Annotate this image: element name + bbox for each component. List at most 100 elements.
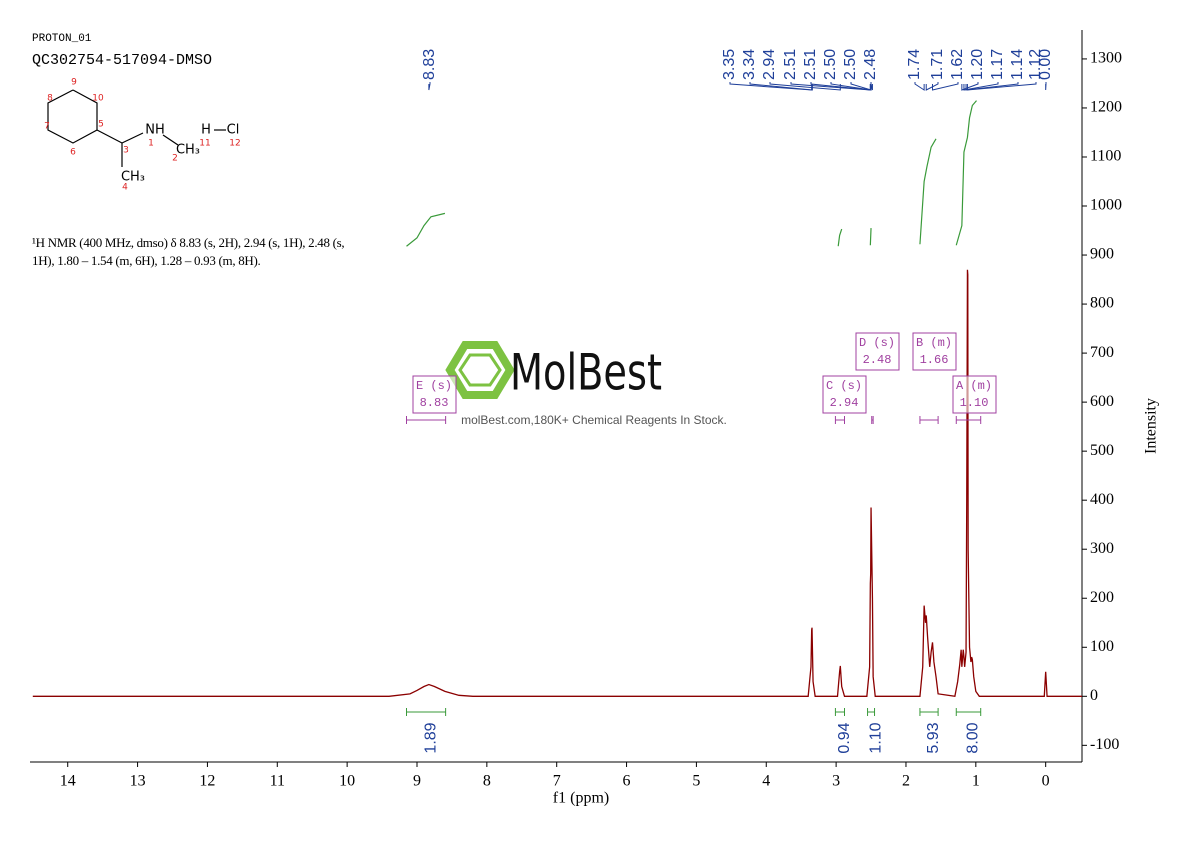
peak-connector: [870, 82, 873, 91]
multiplet-box: [952, 375, 997, 414]
peak-connector: [963, 82, 999, 91]
x-tick-label: 13: [130, 773, 146, 790]
y-tick-label: 100: [1090, 638, 1114, 655]
multiplet-box: [912, 332, 957, 371]
y-tick-label: 300: [1090, 540, 1114, 557]
y-tick-label: 1200: [1090, 99, 1122, 116]
y-tick-label: 400: [1090, 491, 1114, 508]
multiplet-shift: 2.94: [830, 396, 859, 410]
x-tick-label: 0: [1042, 773, 1050, 790]
multiplet-box: [412, 375, 457, 414]
x-tick-label: 12: [199, 773, 215, 790]
multiplet-label: A (m): [956, 379, 992, 393]
multiplet-shift: 8.83: [420, 396, 449, 410]
x-tick-label: 9: [413, 773, 421, 790]
x-tick-label: 5: [692, 773, 700, 790]
x-tick-label: 14: [60, 773, 76, 790]
peak-connector: [749, 82, 813, 91]
y-tick-label: 800: [1090, 295, 1114, 312]
y-tick-label: 500: [1090, 442, 1114, 459]
spectrum-title: PROTON_01: [32, 33, 92, 45]
peak-label: 0.00: [1037, 49, 1054, 80]
atom-label: 2: [172, 154, 178, 164]
peak-connector: [428, 82, 431, 91]
x-tick-label: 2: [902, 773, 910, 790]
peak-label: 1.17: [989, 49, 1006, 80]
x-tick-label: 7: [553, 773, 561, 790]
atom-label: 10: [92, 94, 104, 104]
multiplet-box: [855, 332, 900, 371]
peak-connector: [932, 82, 959, 91]
molecule-bonds: [47, 89, 226, 167]
peak-label: 3.34: [741, 49, 758, 80]
peak-label: 1.12: [1027, 49, 1044, 80]
y-tick-label: 600: [1090, 393, 1114, 410]
x-tick-label: 8: [483, 773, 491, 790]
atom-label: 6: [70, 148, 76, 158]
watermark-tagline: molBest.com,180K+ Chemical Reagents In S…: [461, 413, 727, 427]
atom-label: 3: [123, 146, 129, 156]
x-tick-label: 11: [270, 773, 285, 790]
atom-label: 4: [122, 183, 128, 193]
y-tick-label: 0: [1090, 687, 1098, 704]
atom-label: CH₃: [176, 143, 200, 158]
peak-connector: [914, 82, 925, 91]
x-tick-label: 1: [972, 773, 980, 790]
peak-label: 2.51: [802, 49, 819, 80]
atom-label: 1: [148, 139, 154, 149]
peak-label: 1.14: [1009, 49, 1026, 80]
atom-label: CH₃: [121, 170, 145, 185]
peak-label: 1.74: [906, 49, 923, 80]
multiplet-shift: 1.66: [920, 353, 949, 367]
y-tick-label: 1000: [1090, 197, 1122, 214]
nmr-description: ¹H NMR (400 MHz, dmso) δ 8.83 (s, 2H), 2…: [32, 235, 345, 268]
y-tick-label: 1100: [1090, 148, 1121, 165]
y-tick-label: 1300: [1090, 50, 1122, 67]
integral-label: 1.89: [422, 722, 439, 753]
y-tick-label: 200: [1090, 589, 1114, 606]
peak-label: 2.94: [761, 49, 778, 80]
peak-connector: [961, 82, 979, 91]
peak-label: 8.83: [421, 49, 438, 80]
multiplet-label: C (s): [826, 379, 862, 393]
integral-label: 1.10: [867, 722, 884, 753]
atom-label: 5: [98, 120, 104, 130]
peak-label: 2.50: [842, 49, 859, 80]
peak-label: 1.62: [949, 49, 966, 80]
spectrum-line: [32, 269, 1082, 698]
y-axis-label: Intensity: [1143, 398, 1160, 454]
peak-connector: [810, 82, 871, 91]
atom-label: 12: [229, 139, 240, 149]
atom-label: 11: [199, 139, 210, 149]
x-axis-label: f1 (ppm): [553, 790, 609, 807]
peak-label: 1.20: [969, 49, 986, 80]
atom-label: 8: [47, 94, 53, 104]
peak-connector: [850, 82, 872, 91]
atom-label: 9: [71, 78, 77, 88]
y-tick-label: 700: [1090, 344, 1114, 361]
multiplet-label: E (s): [416, 379, 452, 393]
multiplet-label: D (s): [859, 336, 895, 350]
multiplet-shift: 1.10: [960, 396, 989, 410]
y-tick-label: 900: [1090, 246, 1114, 263]
peak-label: 2.48: [862, 49, 879, 80]
peak-label: 3.35: [721, 49, 738, 80]
peak-connector: [966, 82, 1037, 91]
atom-label: H: [201, 123, 211, 138]
integral-curve: [406, 100, 977, 247]
peak-connector: [965, 82, 1019, 91]
integral-label: 0.94: [836, 722, 853, 753]
watermark-brand: MolBest: [510, 344, 662, 402]
atom-label: Cl: [227, 123, 240, 138]
x-tick-label: 4: [762, 773, 770, 790]
multiplet-shift: 2.48: [863, 353, 892, 367]
x-tick-label: 10: [339, 773, 355, 790]
integral-label: 8.00: [965, 722, 982, 753]
sample-id: QC302754-517094-DMSO: [32, 52, 212, 69]
peak-label: 2.51: [782, 49, 799, 80]
peak-connector: [729, 82, 813, 91]
multiplet-box: [822, 375, 867, 414]
